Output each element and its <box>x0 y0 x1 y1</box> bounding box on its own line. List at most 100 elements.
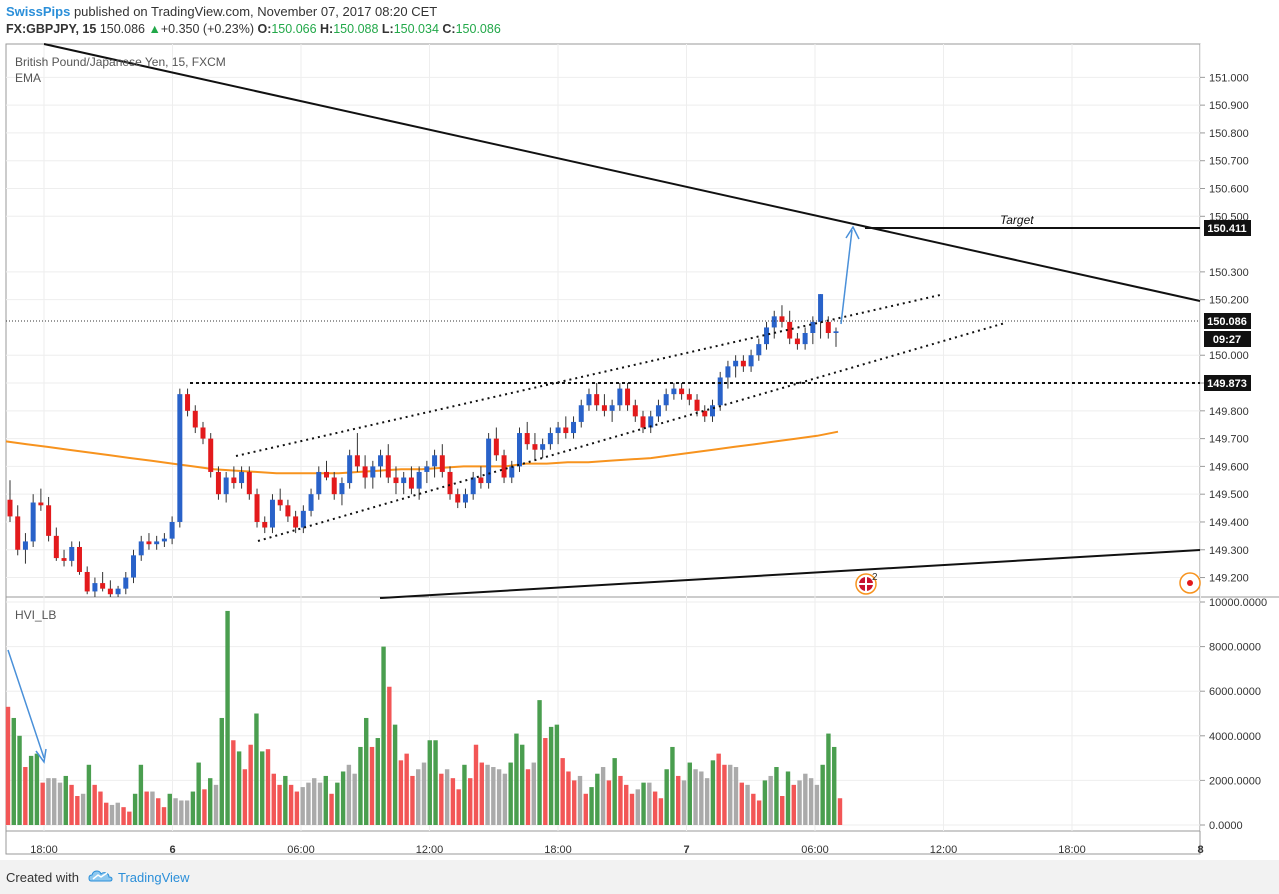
candle-body <box>7 499 13 517</box>
candle-body <box>455 494 461 503</box>
volume-bar <box>329 793 334 825</box>
candle-body <box>462 494 468 503</box>
volume-bar <box>161 807 167 825</box>
volume-bar <box>225 610 230 825</box>
ema-line[interactable] <box>5 430 839 475</box>
volume-bar <box>421 762 427 825</box>
author-link[interactable]: SwissPips <box>6 4 71 19</box>
volume-tick-label: 10000.0000 <box>1209 597 1267 609</box>
volume-bar <box>664 769 669 825</box>
volume-bar <box>5 706 11 825</box>
descending-trendline[interactable] <box>43 43 1201 302</box>
volume-bar <box>485 764 490 825</box>
volume-bar <box>323 775 328 825</box>
channel-lower[interactable] <box>257 322 1006 542</box>
candle-body <box>69 546 75 561</box>
volume-bar <box>236 751 242 825</box>
high-value: 150.088 <box>333 22 379 36</box>
volume-bar <box>40 782 45 825</box>
volume-arrow[interactable] <box>7 649 45 759</box>
tradingview-cloud-icon[interactable] <box>88 868 114 884</box>
candle-body <box>208 438 214 472</box>
volume-bar <box>104 802 109 825</box>
candle-body <box>53 535 59 559</box>
candle-body <box>833 331 839 334</box>
volume-bar <box>265 749 271 825</box>
price-tick-label: 149.400 <box>1209 517 1249 529</box>
volume-bar <box>791 784 796 825</box>
chart-canvas[interactable]: Target 2 151.000 150.900 150.800 150.700 150… <box>0 0 1279 860</box>
price-badges: 150.411 150.086 09:27 149.873 <box>1204 220 1251 391</box>
volume-axis[interactable]: 10000.0000 8000.0000 6000.0000 4000.0000 200… <box>1200 597 1267 832</box>
countdown-badge: 09:27 <box>1213 334 1241 346</box>
target-label: Target <box>1000 213 1034 227</box>
countdown-badge-bg <box>1204 331 1251 347</box>
volume-bar <box>837 798 843 825</box>
price-tick-label: 149.600 <box>1209 461 1249 473</box>
volume-bar <box>277 784 282 825</box>
volume-bar <box>520 744 525 825</box>
candle-body <box>555 427 561 434</box>
volume-bar <box>219 717 224 825</box>
sub-legend[interactable]: HVI_LB <box>15 608 57 622</box>
drawings[interactable]: Target <box>6 43 1201 764</box>
candle-body <box>632 405 638 417</box>
volume-bar <box>554 724 560 825</box>
volume-bar <box>381 646 386 825</box>
volume-bar <box>28 755 34 825</box>
volume-bar <box>271 773 276 825</box>
candle-body <box>655 405 661 417</box>
volume-bar <box>762 780 768 825</box>
volume-bar <box>179 800 184 825</box>
volume-bar <box>618 775 623 825</box>
volume-bar <box>577 775 583 825</box>
events[interactable]: 2 <box>855 572 1201 595</box>
grid <box>6 44 1201 831</box>
volume-bar <box>444 769 450 825</box>
volume-bar <box>387 686 392 825</box>
ema-legend[interactable]: EMA <box>15 71 42 85</box>
volume-bar <box>785 771 791 825</box>
volume-bar <box>86 764 92 825</box>
candle-body <box>740 360 746 367</box>
volume-bar <box>34 753 40 825</box>
volume-bar <box>832 746 837 825</box>
time-tick-label: 7 <box>683 844 689 856</box>
price-tick-label: 150.000 <box>1209 350 1249 362</box>
ascending-trendline[interactable] <box>379 549 1201 599</box>
volume-bar <box>652 791 658 825</box>
tradingview-brand[interactable]: TradingView <box>118 870 190 885</box>
time-tick-label: 18:00 <box>544 844 572 856</box>
volume-bar <box>456 789 461 825</box>
publish-line: SwissPips published on TradingView.com, … <box>6 4 437 19</box>
candle-body <box>702 410 708 417</box>
candle-body <box>293 516 299 528</box>
volume-bar <box>439 773 444 825</box>
volume-bar <box>173 798 178 825</box>
volume-bar <box>687 762 692 825</box>
volume-bar <box>739 782 744 825</box>
volume-bar <box>358 746 363 825</box>
volume-bar <box>352 773 357 825</box>
candle-body <box>269 499 275 528</box>
current-badge: 150.086 <box>1207 316 1247 328</box>
projection-arrow[interactable] <box>840 229 853 325</box>
projection-arrowhead <box>845 225 860 240</box>
candle-body <box>432 455 438 467</box>
channel-upper[interactable] <box>235 294 941 457</box>
volume-tick-label: 6000.0000 <box>1209 686 1261 698</box>
candle-body <box>223 477 229 495</box>
candle-body <box>316 471 322 495</box>
volume-bar <box>774 767 779 825</box>
volume-bar <box>132 793 138 825</box>
volume-bar <box>468 778 473 825</box>
volume-bar <box>306 782 311 825</box>
candle-body <box>100 583 106 589</box>
time-axis[interactable]: 18:00 6 06:00 12:00 18:00 7 06:00 12:00 18:00 8 <box>30 844 1203 856</box>
candle-body <box>416 471 422 489</box>
publish-header: SwissPips published on TradingView.com, … <box>0 0 1279 42</box>
candle-body <box>277 499 283 506</box>
candle-body <box>46 505 52 536</box>
candle-body <box>138 541 144 556</box>
volume-bar <box>202 789 207 825</box>
